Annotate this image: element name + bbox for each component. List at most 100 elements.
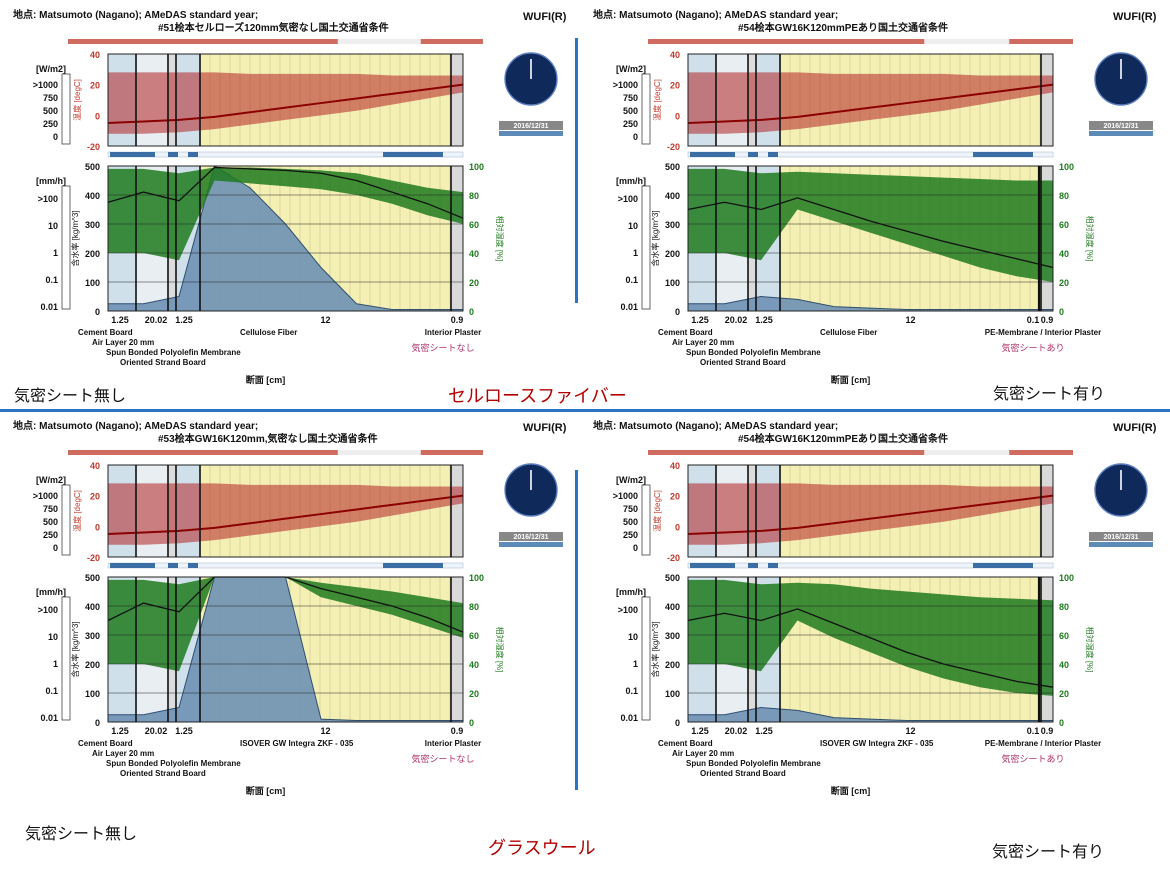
top-ytick-left: 0 (53, 543, 58, 553)
bottom-ytick-water: 400 (665, 191, 680, 201)
bottom-ytick-water: 300 (665, 220, 680, 230)
layer-thickness-label: 0.9 (1041, 726, 1054, 736)
status-strip-mid-seg (168, 152, 178, 157)
layer-thickness-label: 12 (320, 315, 330, 325)
bottom-chart-frame (107, 576, 464, 723)
bottom-ytick-left: 0.01 (620, 302, 638, 312)
bottom-ytick-rh: 60 (1059, 220, 1069, 230)
bottom-ytick-water: 400 (665, 602, 680, 612)
bottom-ytick-left: 0.01 (620, 713, 638, 723)
top-ytick-left: 0 (53, 132, 58, 142)
status-strip-mid (107, 562, 464, 569)
bottom-ylabel-rh: 相対湿度 [%] (1085, 216, 1095, 262)
bottom-ytick-left: 10 (48, 221, 58, 231)
xaxis-label: 断面 [cm] (246, 374, 286, 385)
bottom-ytick-rh: 80 (469, 191, 479, 201)
bottom-ytick-left: 10 (628, 632, 638, 642)
status-bar-top-gap (337, 450, 421, 455)
top-ytick-left: 250 (623, 119, 638, 129)
bottom-ytick-water: 300 (85, 220, 100, 230)
bottom-ytick-rh: 20 (469, 689, 479, 699)
bottom-ytick-rh: 40 (469, 249, 479, 259)
bottom-rain-bar (61, 185, 71, 310)
wufi-chart-glasswool-no-sheet: 地点: Matsumoto (Nagano); AMeDAS standard … (13, 419, 567, 796)
header-location: 地点: Matsumoto (Nagano); AMeDAS standard … (13, 8, 258, 21)
bottom-ytick-water: 0 (95, 307, 100, 317)
relative-humidity-line (107, 166, 464, 219)
layer-thickness-label: 0.9 (451, 726, 464, 736)
bottom-ytick-left: 0.01 (40, 302, 58, 312)
status-strip-mid-seg (768, 563, 778, 568)
bottom-ytick-left: 0.01 (40, 713, 58, 723)
date-progress-bar (499, 542, 563, 547)
layer-thickness-label: 20.02 (145, 315, 168, 325)
top-chart-frame (687, 53, 1054, 147)
top-ylabel-left: [W/m2] (36, 64, 66, 74)
top-layer-interior (451, 54, 463, 146)
top-ytick-temp: 40 (90, 50, 100, 60)
status-strip-mid (687, 151, 1054, 158)
app-label: WUFI(R) (523, 422, 567, 434)
top-ytick-temp: 20 (90, 492, 100, 502)
status-strip-mid-seg (383, 152, 443, 157)
layer-name-label: Spun Bonded Polyolefin Membrane (686, 348, 821, 357)
water-content-area (107, 165, 464, 312)
relative-humidity-band (108, 167, 463, 261)
top-ytick-left: 0 (633, 132, 638, 142)
status-strip-mid-seg (110, 563, 155, 568)
status-strip-mid-seg (690, 563, 735, 568)
top-ytick-temp: 40 (90, 461, 100, 471)
date-label: 2016/12/31 (513, 123, 548, 130)
date-progress-bar (499, 131, 563, 136)
top-chart-frame (107, 53, 464, 147)
top-ytick-temp: -20 (667, 142, 680, 152)
bottom-ytick-water: 200 (85, 660, 100, 670)
layer-thickness-label: 1.25 (175, 726, 193, 736)
bottom-ytick-rh: 0 (1059, 307, 1064, 317)
wufi-panel-glasswool-with-sheet: 地点: Matsumoto (Nagano); AMeDAS standard … (588, 417, 1163, 817)
bottom-ytick-rh: 60 (469, 631, 479, 641)
top-chart-frame (687, 464, 1054, 558)
relative-humidity-line (687, 608, 1054, 688)
bottom-ytick-rh: 100 (469, 162, 484, 172)
bottom-ytick-left: >100 (38, 194, 58, 204)
bottom-ylabel-left: [mm/h] (36, 176, 66, 186)
layer-thickness-label: 1.25 (691, 315, 709, 325)
top-ytick-temp: 20 (670, 492, 680, 502)
top-layer-interior (1041, 465, 1053, 557)
interior-name-label: PE-Membrane / Interior Plaster (985, 739, 1101, 748)
top-ylabel-left: [W/m2] (616, 475, 646, 485)
caption-with-sheet-bottom: 気密シート有り (992, 842, 1105, 861)
bottom-ytick-water: 100 (665, 278, 680, 288)
bottom-ytick-rh: 40 (469, 660, 479, 670)
bottom-ytick-water: 100 (665, 689, 680, 699)
top-ytick-temp: 20 (670, 81, 680, 91)
bottom-ytick-rh: 60 (1059, 631, 1069, 641)
bottom-ytick-rh: 100 (1059, 162, 1074, 172)
status-bar-top (648, 450, 1073, 455)
top-ylabel-temp: 温度 [degC] (72, 79, 82, 121)
bottom-ytick-left: >100 (618, 194, 638, 204)
bottom-ylabel-rh: 相対湿度 [%] (1085, 627, 1095, 673)
header-case: #54桧本GW16K120mmPEあり国土交通省条件 (738, 432, 948, 445)
date-label: 2016/12/31 (1103, 123, 1138, 130)
interior-name-label: Interior Plaster (425, 739, 481, 748)
bottom-rain-bar (641, 185, 651, 310)
top-ytick-left: 500 (43, 517, 58, 527)
top-ytick-temp: 20 (90, 81, 100, 91)
top-radiation-bar (61, 73, 71, 145)
top-ytick-temp: 0 (95, 111, 100, 121)
top-ytick-temp: -20 (87, 553, 100, 563)
top-radiation-bar (61, 484, 71, 556)
bottom-ytick-water: 500 (85, 162, 100, 172)
top-ytick-temp: 0 (95, 522, 100, 532)
top-ytick-temp: 40 (670, 50, 680, 60)
status-strip-mid-seg (768, 152, 778, 157)
status-strip-mid-seg (690, 152, 735, 157)
date-box (499, 121, 563, 130)
top-ytick-left: 0 (633, 543, 638, 553)
status-strip-mid-seg (110, 152, 155, 157)
layer-thickness-label: 20.02 (725, 315, 748, 325)
status-strip-mid-seg (748, 152, 758, 157)
bottom-ytick-rh: 0 (469, 718, 474, 728)
